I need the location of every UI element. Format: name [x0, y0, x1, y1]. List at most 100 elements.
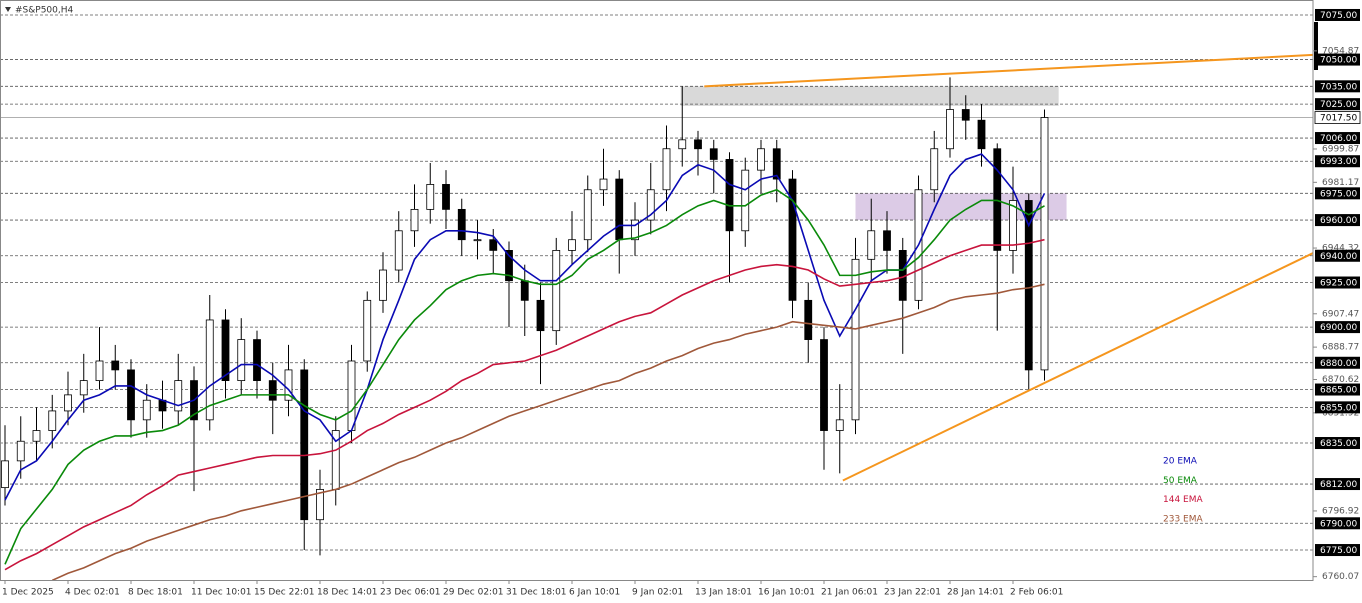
candle-body [394, 230, 403, 271]
last-price-box [1314, 111, 1361, 124]
candle-body [505, 250, 513, 282]
x-tick-label: 15 Dec 22:01 [254, 588, 315, 598]
x-tick-label: 6 Jan 10:01 [569, 588, 620, 598]
candle-body [946, 109, 954, 150]
candle-body [221, 319, 230, 382]
x-tick-label: 23 Jan 22:01 [884, 588, 941, 598]
level-label-box [1315, 8, 1360, 21]
candle-body [95, 360, 104, 382]
level-label-box [1315, 321, 1360, 334]
level-label: 7025.00 [1320, 100, 1357, 110]
y-tick-label: 6888.77 [1322, 343, 1359, 353]
candle-body [300, 369, 309, 521]
ema-line [51, 283, 1045, 580]
legend-entry: 50 EMA [1163, 476, 1198, 486]
candle-body [142, 399, 151, 421]
x-tick-label: 8 Dec 18:01 [128, 588, 183, 598]
y-tick-label: 6999.87 [1322, 144, 1359, 154]
level-label-box [1315, 80, 1360, 93]
candle-body [379, 269, 387, 301]
candle-body [520, 280, 529, 301]
candle-body [835, 419, 844, 431]
candle-body [930, 148, 939, 191]
level-label: 6790.00 [1320, 519, 1357, 529]
zone [680, 86, 1059, 106]
candle-body [1040, 117, 1049, 371]
candle-body [127, 369, 135, 421]
candle-body [79, 380, 88, 396]
candle-body [536, 299, 545, 332]
candle-body [788, 178, 797, 301]
level-label: 7006.00 [1320, 134, 1357, 144]
plot-area [0, 14, 1313, 580]
last-price-label: 7017.50 [1320, 114, 1357, 124]
candle-body [631, 219, 639, 241]
level-label: 6993.00 [1320, 157, 1357, 167]
candle-body [552, 250, 561, 332]
plot-border [0, 0, 1314, 581]
candle-body [678, 139, 687, 150]
candle-body [316, 488, 324, 521]
candle-body [253, 339, 261, 382]
x-tick-label: 31 Dec 18:01 [506, 588, 567, 598]
y-tick-label: 6981.17 [1322, 178, 1359, 188]
y-tick-label: 6944.32 [1322, 244, 1359, 254]
candle-body [237, 339, 246, 382]
candle-body [615, 178, 624, 241]
candle-body [820, 339, 828, 431]
candle-body [1009, 200, 1017, 251]
candle-body [851, 258, 860, 421]
y-tick-label: 6760.07 [1322, 572, 1359, 582]
legend-entry: 144 EMA [1163, 495, 1203, 505]
candle-body [568, 239, 576, 251]
candle-body [883, 230, 891, 251]
candle-body [489, 239, 498, 251]
level-label-box [1315, 98, 1360, 111]
candle-body [426, 184, 435, 210]
candle-body [662, 148, 671, 191]
level-label-box [1315, 437, 1360, 450]
level-label-box [1315, 383, 1360, 396]
candle-body [772, 148, 781, 180]
x-tick-label: 13 Jan 18:01 [695, 588, 752, 598]
level-label-box [1315, 276, 1360, 289]
candle-body [48, 410, 57, 431]
trendline [704, 53, 1313, 88]
candle-body [363, 299, 372, 362]
candle-body [741, 169, 750, 232]
level-label-box [1315, 249, 1360, 262]
title-icon [5, 7, 11, 12]
level-label: 6900.00 [1320, 323, 1357, 333]
candle-body [583, 189, 592, 241]
x-tick-label: 18 Dec 14:01 [317, 588, 378, 598]
level-label-box [1315, 356, 1360, 369]
candle-body [977, 119, 986, 150]
level-label-box [1315, 53, 1360, 66]
candle-body [993, 148, 1002, 251]
candle-body [1024, 200, 1033, 371]
chart-title: #S&P500,H4 [15, 6, 74, 16]
x-tick-label: 2 Feb 06:01 [1010, 588, 1063, 598]
candle-body [111, 360, 120, 371]
level-label-box [1315, 155, 1360, 168]
candle-body [599, 178, 608, 191]
candle-body [473, 239, 482, 242]
legend-entry: 233 EMA [1163, 514, 1203, 524]
candle-body [32, 430, 41, 442]
level-label: 6865.00 [1320, 386, 1357, 396]
level-label-box [1315, 517, 1360, 530]
level-label: 7050.00 [1320, 56, 1357, 66]
x-tick-label: 4 Dec 02:01 [65, 588, 120, 598]
candle-body [457, 208, 466, 241]
level-label: 6940.00 [1320, 252, 1357, 262]
candle-body [804, 299, 813, 340]
candle-body [442, 184, 450, 210]
level-label: 6835.00 [1320, 439, 1357, 449]
ema-line [4, 238, 1045, 571]
x-tick-label: 9 Jan 02:01 [632, 588, 683, 598]
candle-body [709, 148, 718, 160]
level-label-box [1315, 478, 1360, 491]
x-tick-label: 11 Dec 10:01 [191, 588, 252, 598]
candle-body [64, 394, 72, 412]
